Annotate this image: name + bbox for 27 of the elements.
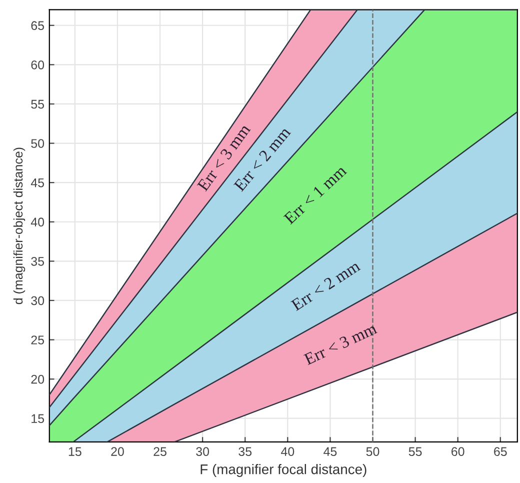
x-tick-label: 35 bbox=[238, 447, 252, 456]
y-tick-label: 60 bbox=[31, 60, 44, 70]
y-tick-label: 15 bbox=[32, 414, 44, 424]
y-tick-label: 35 bbox=[31, 256, 44, 266]
x-tick-label: 50 bbox=[366, 447, 380, 456]
x-tick-label: 40 bbox=[280, 447, 294, 456]
y-tick-label: 40 bbox=[30, 218, 44, 227]
y-tick-label: 65 bbox=[31, 21, 44, 30]
x-tick-label: 25 bbox=[154, 447, 166, 456]
x-tick-label: 65 bbox=[494, 447, 507, 456]
y-tick-label: 45 bbox=[30, 178, 44, 188]
y-tick-label: 30 bbox=[31, 296, 44, 306]
y-axis-title: d (magnifier-object distance) bbox=[13, 148, 26, 304]
x-tick-label: 30 bbox=[196, 447, 210, 456]
annotation: Err < 2 mm bbox=[290, 260, 361, 312]
x-tick-label: 45 bbox=[324, 447, 337, 456]
annotation: Err < 3 mm bbox=[303, 322, 378, 366]
annotation: Err < 1 mm bbox=[283, 164, 348, 225]
y-tick-label: 50 bbox=[31, 139, 44, 148]
y-tick-label: 25 bbox=[31, 336, 44, 344]
x-axis-title: F (magnifier focal distance) bbox=[200, 464, 366, 477]
y-tick-label: 20 bbox=[31, 374, 44, 384]
x-tick-label: 55 bbox=[408, 447, 422, 456]
x-tick-label: 60 bbox=[452, 447, 464, 456]
y-tick-label: 55 bbox=[31, 100, 44, 109]
x-tick-label: 15 bbox=[68, 447, 82, 456]
x-tick-label: 20 bbox=[111, 447, 124, 456]
